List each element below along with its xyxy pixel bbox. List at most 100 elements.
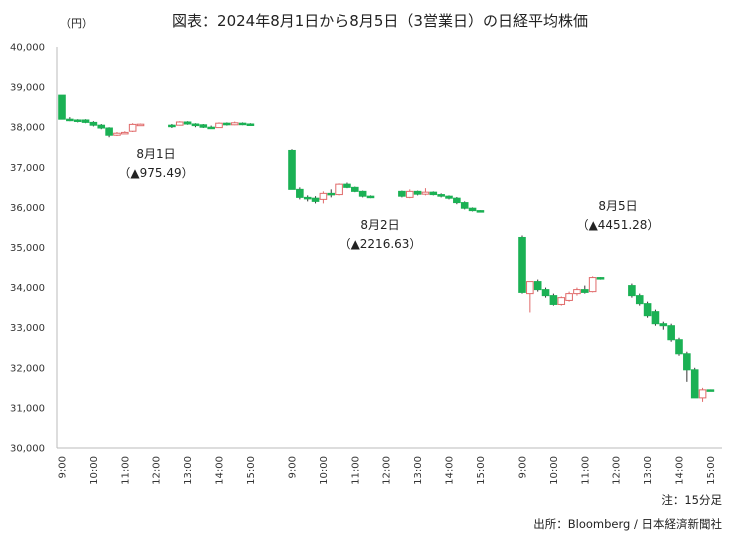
source-note: 出所：Bloomberg / 日本経済新聞社 — [533, 517, 722, 531]
candle-down — [628, 285, 636, 297]
candle-down — [581, 289, 589, 293]
candle-down — [73, 119, 82, 122]
axes: 30,000 31,000 32,000 33,000 34,000 35,000 36,0… — [10, 43, 722, 485]
annotation-change: （▲4451.28） — [577, 218, 660, 232]
x-tick-label: 9:00 — [518, 456, 529, 478]
candle-down — [643, 303, 652, 317]
candle-down — [223, 122, 231, 126]
candle-down — [635, 295, 644, 305]
candle-down — [303, 196, 312, 200]
x-tick-label: 12:00 — [612, 456, 623, 485]
candle-down — [460, 202, 469, 209]
candle-down — [659, 323, 668, 327]
candle-down — [183, 121, 192, 125]
candle-down — [97, 124, 106, 129]
candle-down — [398, 190, 406, 197]
candle-up — [136, 123, 145, 127]
x-tick-label: 15:00 — [706, 456, 717, 485]
candle-down — [667, 325, 675, 341]
candle-up — [319, 192, 328, 200]
candles — [58, 94, 715, 402]
candle-down — [296, 188, 304, 198]
candle-down — [366, 195, 375, 199]
y-tick-label: 37,000 — [10, 163, 45, 174]
candle-down — [690, 369, 699, 399]
candle-up — [175, 121, 184, 126]
candle-up — [121, 131, 129, 135]
annotation-change: （▲2216.63） — [339, 237, 422, 251]
annotation-date: 8月2日 — [360, 218, 399, 232]
candle-down — [468, 207, 477, 212]
candle-down — [168, 124, 176, 128]
x-tick-label: 10:00 — [319, 456, 330, 485]
candle-down — [445, 195, 453, 199]
candle-down — [518, 236, 526, 293]
candle-down — [311, 197, 320, 202]
candle-down — [105, 127, 113, 136]
x-tick-label: 11:00 — [120, 456, 131, 485]
x-tick-label: 14:00 — [445, 456, 456, 485]
candle-down — [706, 389, 715, 392]
y-tick-label: 30,000 — [10, 444, 45, 455]
x-tick-label: 9:00 — [58, 456, 69, 478]
candle-down — [549, 295, 558, 305]
candle-down — [288, 149, 296, 190]
y-tick-label: 32,000 — [10, 363, 45, 374]
x-tick-label: 11:00 — [350, 456, 361, 485]
candle-up — [565, 293, 573, 301]
y-tick-label: 31,000 — [10, 403, 45, 414]
candle-up — [557, 297, 566, 305]
candle-up — [421, 191, 430, 195]
candle-down — [191, 123, 200, 127]
x-tick-label: 10:00 — [89, 456, 100, 485]
annotation-date: 8月5日 — [598, 199, 637, 213]
candle-down — [429, 191, 438, 196]
y-tick-label: 38,000 — [10, 123, 45, 134]
chart-title: 図表：2024年8月1日から8月5日（3営業日）の日経平均株価 — [172, 12, 588, 30]
x-tick-label: 15:00 — [476, 456, 487, 485]
candle-down — [596, 277, 605, 280]
candle-up — [573, 289, 581, 295]
candle-down — [207, 126, 215, 130]
x-tick-label: 12:00 — [382, 456, 393, 485]
x-tick-label: 12:00 — [152, 456, 163, 485]
y-tick-label: 39,000 — [10, 83, 45, 94]
x-tick-label: 13:00 — [183, 456, 194, 485]
candle-down — [533, 281, 542, 291]
x-tick-label: 13:00 — [643, 456, 654, 485]
candle-down — [66, 118, 74, 122]
candle-up — [526, 281, 534, 295]
y-tick-label: 36,000 — [10, 203, 45, 214]
candle-down — [675, 339, 683, 355]
annotation-change: （▲975.49） — [118, 166, 193, 180]
footnote: 注：15分足 — [661, 493, 722, 507]
candle-down — [327, 192, 336, 196]
x-tick-label: 10:00 — [549, 456, 560, 485]
x-tick-label: 14:00 — [215, 456, 226, 485]
y-tick-label: 35,000 — [10, 243, 45, 254]
candle-down — [651, 311, 660, 325]
candle-down — [453, 197, 461, 204]
candle-up — [405, 190, 414, 198]
candle-down — [541, 289, 550, 297]
candle-up — [113, 132, 121, 136]
candle-down — [437, 194, 445, 197]
candle-up — [230, 122, 239, 126]
annotation-date: 8月1日 — [136, 147, 175, 161]
x-tick-label: 15:00 — [246, 456, 257, 485]
y-tick-label: 33,000 — [10, 323, 45, 334]
candle-up — [588, 277, 597, 293]
candle-down — [246, 123, 255, 126]
candle-down — [238, 122, 247, 126]
candle-down — [351, 186, 359, 192]
candle-up — [335, 183, 343, 196]
candle-down — [199, 124, 208, 128]
x-tick-label: 14:00 — [675, 456, 686, 485]
y-unit-label: （円） — [60, 17, 93, 30]
candle-down — [89, 121, 98, 126]
candle-down — [81, 119, 90, 123]
candle-down — [413, 190, 422, 195]
candle-down — [358, 190, 367, 197]
candle-down — [476, 210, 485, 213]
